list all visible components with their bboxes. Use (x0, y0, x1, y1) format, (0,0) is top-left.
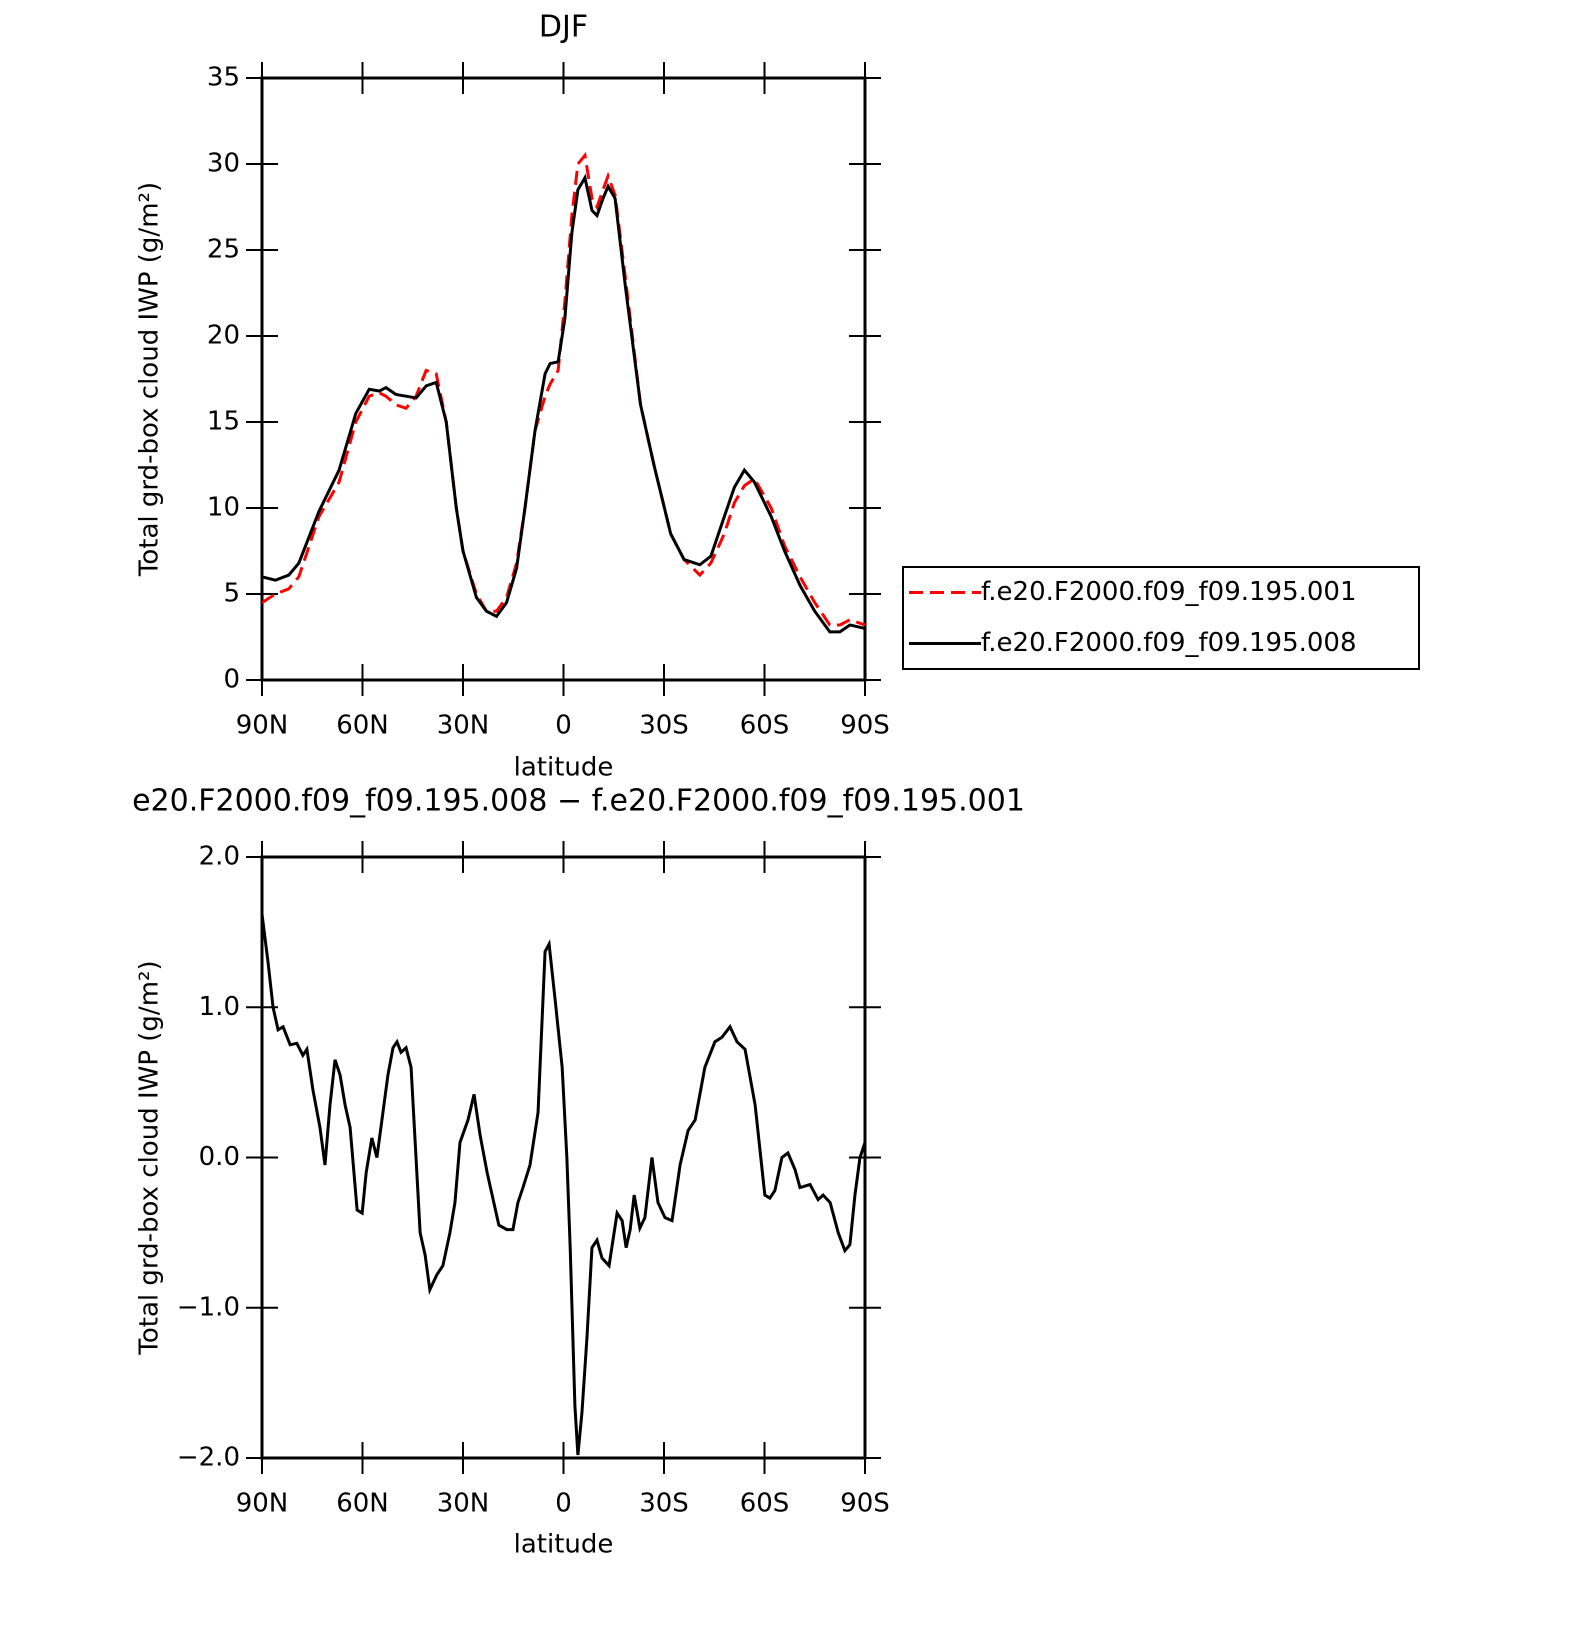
x-tick-label: 60N (336, 1489, 389, 1519)
x-tick-label: 30N (437, 711, 490, 741)
legend-label: f.e20.F2000.f09_f09.195.001 (981, 577, 1357, 607)
y-tick-label: 2.0 (199, 842, 240, 872)
x-tick-label: 30N (437, 1489, 490, 1519)
x-tick-label: 90N (236, 711, 289, 741)
x-tick-label: 60N (336, 711, 389, 741)
y-tick-label: −1.0 (177, 1292, 240, 1322)
legend-box (902, 566, 1420, 670)
y-tick-label: 20 (207, 321, 240, 351)
y-tick-label: 5 (223, 579, 240, 609)
chart-title: DJF (539, 10, 588, 45)
y-tick-label: 30 (207, 149, 240, 179)
x-tick-label: 30S (639, 711, 689, 741)
x-axis-label: latitude (514, 753, 614, 783)
x-tick-label: 90N (236, 1489, 289, 1519)
y-tick-label: −2.0 (177, 1443, 240, 1473)
legend-label: f.e20.F2000.f09_f09.195.008 (981, 628, 1357, 658)
x-tick-label: 90S (840, 711, 890, 741)
x-tick-label: 90S (840, 1489, 890, 1519)
y-axis-label: Total grd-box cloud IWP (g/m²) (135, 182, 165, 577)
x-tick-label: 60S (740, 1489, 790, 1519)
plot-frame (260, 76, 867, 682)
y-axis-label: Total grd-box cloud IWP (g/m²) (135, 960, 165, 1355)
chart-title: e20.F2000.f09_f09.195.008 − f.e20.F2000.… (132, 784, 1025, 819)
x-tick-label: 60S (740, 711, 790, 741)
y-tick-label: 0.0 (199, 1142, 240, 1172)
data-line (261, 151, 866, 627)
y-tick-label: 25 (207, 235, 240, 265)
y-tick-label: 10 (207, 493, 240, 523)
data-line (260, 913, 867, 1456)
x-tick-label: 30S (639, 1489, 689, 1519)
y-tick-label: 0 (223, 665, 240, 695)
y-tick-label: 35 (207, 63, 240, 93)
y-tick-label: 15 (207, 407, 240, 437)
plot-frame (260, 855, 867, 1460)
data-line (261, 173, 866, 634)
x-tick-label: 0 (555, 711, 572, 741)
y-tick-label: 1.0 (199, 992, 240, 1022)
x-axis-label: latitude (514, 1530, 614, 1560)
x-tick-label: 0 (555, 1489, 572, 1519)
